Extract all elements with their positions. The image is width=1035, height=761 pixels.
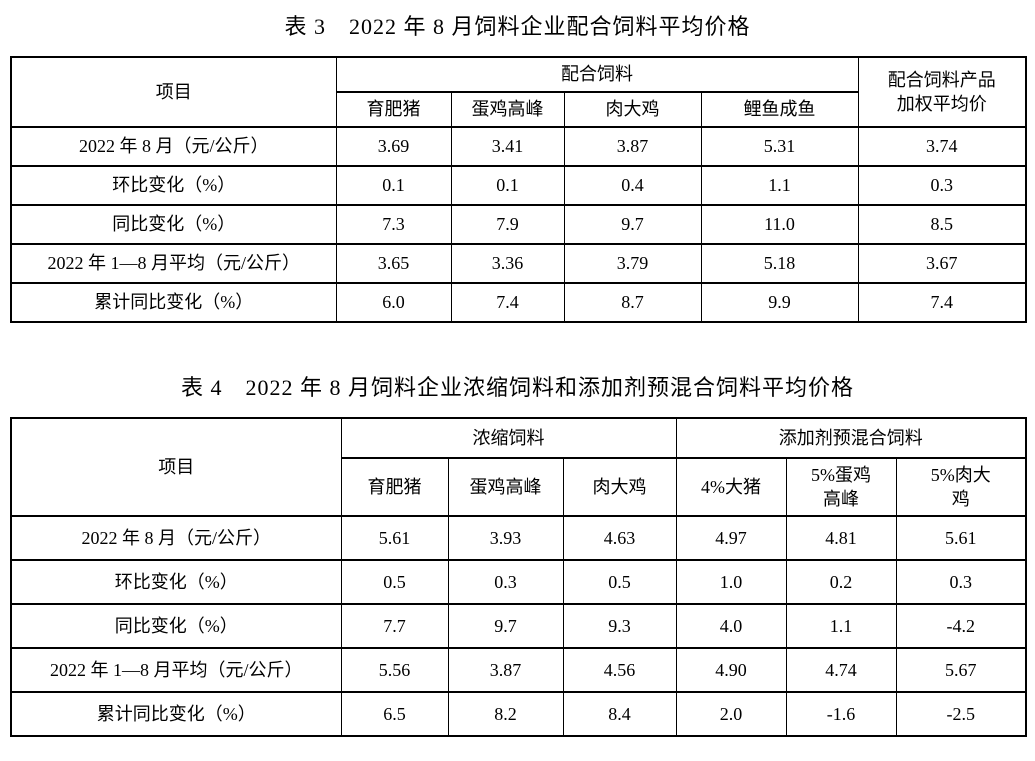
cell-value: 0.1 xyxy=(450,165,565,206)
table-row: 2022 年 1—8 月平均（元/公斤） 5.56 3.87 4.56 4.90… xyxy=(10,647,1027,693)
table3-header-weighted-avg: 配合饲料产品 加权平均价 xyxy=(857,56,1027,128)
row-label: 累计同比变化（%） xyxy=(10,282,337,323)
cell-value: 1.1 xyxy=(700,165,859,206)
cell-value: 6.0 xyxy=(335,282,452,323)
table3-title: 表 3 2022 年 8 月饲料企业配合饲料平均价格 xyxy=(284,14,751,39)
table4: 项目 浓缩饲料 添加剂预混合饲料 育肥猪 蛋鸡高峰 肉大鸡 4%大猪 5%蛋鸡 … xyxy=(10,417,1028,737)
cell-value: 5.56 xyxy=(340,647,449,693)
cell-value: 5.31 xyxy=(700,126,859,167)
row-label: 2022 年 1—8 月平均（元/公斤） xyxy=(10,647,342,693)
cell-value: 9.3 xyxy=(562,603,677,649)
cell-value: 5.61 xyxy=(340,515,449,561)
table-row: 累计同比变化（%） 6.5 8.2 8.4 2.0 -1.6 -2.5 xyxy=(10,691,1027,737)
table4-col-header-5pct-laying-hen: 5%蛋鸡 高峰 xyxy=(785,457,897,517)
table4-col-header-fattening-pig: 育肥猪 xyxy=(340,457,449,517)
table3-col-header-fattening-pig: 育肥猪 xyxy=(335,91,452,128)
cell-value: 9.7 xyxy=(447,603,564,649)
table3-header-item: 项目 xyxy=(10,56,337,128)
table-row: 累计同比变化（%） 6.0 7.4 8.7 9.9 7.4 xyxy=(10,282,1027,323)
cell-value: 7.3 xyxy=(335,204,452,245)
cell-value: 5.67 xyxy=(895,647,1027,693)
table4-col-header-5pct-broiler: 5%肉大 鸡 xyxy=(895,457,1027,517)
table-row: 2022 年 1—8 月平均（元/公斤） 3.65 3.36 3.79 5.18… xyxy=(10,243,1027,284)
row-label: 累计同比变化（%） xyxy=(10,691,342,737)
table4-title: 表 4 2022 年 8 月饲料企业浓缩饲料和添加剂预混合饲料平均价格 xyxy=(180,375,854,400)
cell-value: 0.3 xyxy=(447,559,564,605)
cell-value: 0.4 xyxy=(563,165,702,206)
table4-col-header-4pct-pig: 4%大猪 xyxy=(675,457,787,517)
cell-value: 4.97 xyxy=(675,515,787,561)
cell-value: 3.93 xyxy=(447,515,564,561)
cell-value: 1.1 xyxy=(785,603,897,649)
cell-value: 4.81 xyxy=(785,515,897,561)
row-label: 同比变化（%） xyxy=(10,603,342,649)
table3-col-header-carp: 鲤鱼成鱼 xyxy=(700,91,859,128)
cell-value: -2.5 xyxy=(895,691,1027,737)
cell-value: 7.9 xyxy=(450,204,565,245)
cell-value: 8.5 xyxy=(857,204,1027,245)
row-label: 2022 年 1—8 月平均（元/公斤） xyxy=(10,243,337,284)
row-label: 2022 年 8 月（元/公斤） xyxy=(10,126,337,167)
table4-header-concentrated-feed: 浓缩饲料 xyxy=(340,417,677,459)
table-row: 同比变化（%） 7.7 9.7 9.3 4.0 1.1 -4.2 xyxy=(10,603,1027,649)
cell-value: 7.4 xyxy=(857,282,1027,323)
cell-value: 5.61 xyxy=(895,515,1027,561)
cell-value: 6.5 xyxy=(340,691,449,737)
row-label: 环比变化（%） xyxy=(10,559,342,605)
table3: 项目 配合饲料 配合饲料产品 加权平均价 育肥猪 蛋鸡高峰 肉大鸡 鲤鱼成鱼 2… xyxy=(10,56,1027,323)
cell-value: 3.41 xyxy=(450,126,565,167)
cell-value: 5.18 xyxy=(700,243,859,284)
cell-value: 9.9 xyxy=(700,282,859,323)
cell-value: 8.7 xyxy=(563,282,702,323)
document-page: { "table3": { "title": "表 3 2022 年 8 月饲料… xyxy=(0,12,1035,761)
cell-value: 8.4 xyxy=(562,691,677,737)
cell-value: 8.2 xyxy=(447,691,564,737)
row-label: 2022 年 8 月（元/公斤） xyxy=(10,515,342,561)
cell-value: 0.5 xyxy=(562,559,677,605)
cell-value: 4.63 xyxy=(562,515,677,561)
cell-value: 4.56 xyxy=(562,647,677,693)
table4-col-header-laying-hen-peak: 蛋鸡高峰 xyxy=(447,457,564,517)
table3-col-header-broiler: 肉大鸡 xyxy=(563,91,702,128)
cell-value: 3.67 xyxy=(857,243,1027,284)
table3-header-group: 配合饲料 xyxy=(335,56,859,93)
cell-value: 7.7 xyxy=(340,603,449,649)
cell-value: 9.7 xyxy=(563,204,702,245)
cell-value: 3.36 xyxy=(450,243,565,284)
cell-value: 1.0 xyxy=(675,559,787,605)
table-row: 2022 年 8 月（元/公斤） 3.69 3.41 3.87 5.31 3.7… xyxy=(10,126,1027,167)
table-row: 同比变化（%） 7.3 7.9 9.7 11.0 8.5 xyxy=(10,204,1027,245)
table-row: 2022 年 8 月（元/公斤） 5.61 3.93 4.63 4.97 4.8… xyxy=(10,515,1027,561)
cell-value: 11.0 xyxy=(700,204,859,245)
cell-value: 3.79 xyxy=(563,243,702,284)
cell-value: 3.74 xyxy=(857,126,1027,167)
cell-value: 0.3 xyxy=(857,165,1027,206)
cell-value: 3.87 xyxy=(563,126,702,167)
cell-value: 3.65 xyxy=(335,243,452,284)
table4-header-additive-premix: 添加剂预混合饲料 xyxy=(675,417,1027,459)
table4-col-header-broiler: 肉大鸡 xyxy=(562,457,677,517)
cell-value: 0.5 xyxy=(340,559,449,605)
cell-value: 0.2 xyxy=(785,559,897,605)
cell-value: 3.87 xyxy=(447,647,564,693)
row-label: 同比变化（%） xyxy=(10,204,337,245)
cell-value: 3.69 xyxy=(335,126,452,167)
table4-header-item: 项目 xyxy=(10,417,342,517)
table3-col-header-laying-hen-peak: 蛋鸡高峰 xyxy=(450,91,565,128)
cell-value: -4.2 xyxy=(895,603,1027,649)
row-label: 环比变化（%） xyxy=(10,165,337,206)
table-row: 环比变化（%） 0.5 0.3 0.5 1.0 0.2 0.3 xyxy=(10,559,1027,605)
cell-value: -1.6 xyxy=(785,691,897,737)
cell-value: 2.0 xyxy=(675,691,787,737)
cell-value: 7.4 xyxy=(450,282,565,323)
cell-value: 4.0 xyxy=(675,603,787,649)
cell-value: 4.74 xyxy=(785,647,897,693)
cell-value: 0.1 xyxy=(335,165,452,206)
cell-value: 4.90 xyxy=(675,647,787,693)
cell-value: 0.3 xyxy=(895,559,1027,605)
table-row: 环比变化（%） 0.1 0.1 0.4 1.1 0.3 xyxy=(10,165,1027,206)
